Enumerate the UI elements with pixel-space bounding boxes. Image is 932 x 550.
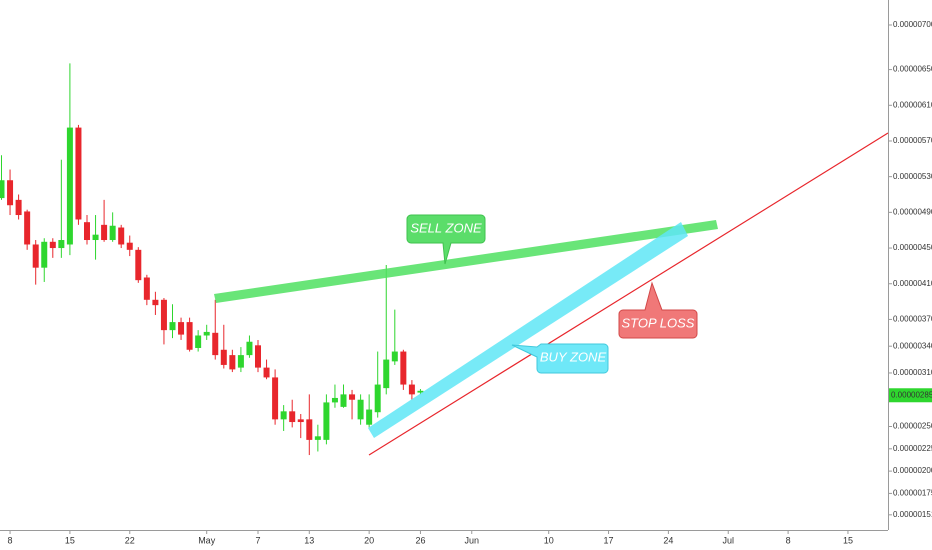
candle-body xyxy=(391,351,398,362)
x-tick-label: Jun xyxy=(464,535,479,545)
candle-body xyxy=(229,355,236,370)
y-tick-label: 0.00000175 xyxy=(893,489,932,498)
y-tick-label: 0.00000610 xyxy=(893,100,932,109)
sell-band xyxy=(214,220,718,303)
candle-body xyxy=(169,322,176,331)
stop-callout xyxy=(618,281,698,339)
y-tick-label: 0.00000340 xyxy=(893,341,932,350)
candle-body xyxy=(178,322,185,335)
x-tick-label: Jul xyxy=(722,535,734,545)
y-tick-label: 0.00000570 xyxy=(893,136,932,145)
x-tick-label: 24 xyxy=(663,535,673,545)
candle-body xyxy=(143,277,150,300)
x-tick-label: 13 xyxy=(304,535,314,545)
candle-body xyxy=(417,390,424,393)
last-price-label: 0.00000285 xyxy=(891,390,932,399)
x-tick-label: May xyxy=(198,535,216,545)
candle-body xyxy=(246,341,253,356)
candle-body xyxy=(331,397,338,403)
candle-body xyxy=(272,377,279,420)
buy-band xyxy=(368,222,688,438)
candle-body xyxy=(135,249,142,281)
sell-zone-label: SELL ZONE xyxy=(410,220,482,235)
candle-body xyxy=(186,322,193,350)
y-tick-label: 0.00000410 xyxy=(893,279,932,288)
y-tick-label: 0.00000450 xyxy=(893,243,932,252)
x-tick-label: 7 xyxy=(255,535,260,545)
stop-loss-label: STOP LOSS xyxy=(622,315,695,330)
y-tick-label: 0.00000490 xyxy=(893,207,932,216)
y-tick-label: 0.00000200 xyxy=(893,466,932,475)
sell-callout xyxy=(406,214,486,265)
candle-body xyxy=(280,411,287,420)
candle-body xyxy=(49,241,56,249)
candle-body xyxy=(323,402,330,440)
candle-body xyxy=(297,419,304,423)
candle-body xyxy=(152,299,159,306)
candle-body xyxy=(0,180,5,199)
candle-body xyxy=(109,225,116,241)
candle-body xyxy=(92,234,99,241)
x-tick-label: 8 xyxy=(8,535,13,545)
candle-body xyxy=(41,241,48,268)
y-tick-label: 0.00000151 xyxy=(893,510,932,519)
candle-body xyxy=(314,436,321,440)
candle-body xyxy=(32,244,39,268)
candle-body xyxy=(340,394,347,407)
buy-zone-label: BUY ZONE xyxy=(540,349,607,364)
candle-body xyxy=(101,224,108,241)
y-tick-label: 0.00000530 xyxy=(893,172,932,181)
candle-body xyxy=(212,332,219,356)
candles xyxy=(0,63,424,456)
y-tick-label: 0.00000700 xyxy=(893,20,932,29)
y-tick-label: 0.00000650 xyxy=(893,65,932,74)
candle-body xyxy=(7,180,14,206)
candle-body xyxy=(263,367,270,378)
x-tick-label: 26 xyxy=(415,535,425,545)
x-tick-label: 15 xyxy=(65,535,75,545)
candle-body xyxy=(237,355,244,368)
candle-body xyxy=(160,299,167,331)
candle-body xyxy=(383,359,390,389)
candle-body xyxy=(58,240,65,249)
y-tick-label: 0.00000310 xyxy=(893,368,932,377)
candle-body xyxy=(126,242,133,250)
candle-body xyxy=(349,394,356,400)
candle-body xyxy=(24,211,31,245)
candle-body xyxy=(84,222,90,241)
candle-body xyxy=(400,351,407,385)
candle-body xyxy=(75,127,82,220)
x-tick-label: 20 xyxy=(364,535,374,545)
y-tick-label: 0.00000250 xyxy=(893,422,932,431)
y-tick-label: 0.00000225 xyxy=(893,444,932,453)
candle-body xyxy=(366,409,373,425)
candle-body xyxy=(203,331,210,336)
candle-body xyxy=(357,399,364,420)
candle-body xyxy=(306,419,313,440)
x-tick-label: 22 xyxy=(125,535,135,545)
x-tick-label: 10 xyxy=(544,535,554,545)
candle-body xyxy=(289,411,296,423)
candle-body xyxy=(220,349,227,365)
x-tick-label: 17 xyxy=(604,535,614,545)
stop-line xyxy=(368,132,889,456)
candle-body xyxy=(66,127,73,245)
candle-body xyxy=(408,384,415,395)
x-tick-label: 15 xyxy=(843,535,853,545)
candle-body xyxy=(374,384,381,413)
candle-body xyxy=(255,345,261,368)
y-tick-label: 0.00000370 xyxy=(893,315,932,324)
candle-body xyxy=(118,227,125,245)
x-tick-label: 8 xyxy=(786,535,791,545)
candle-body xyxy=(195,335,202,348)
last-price-tag xyxy=(889,388,932,403)
candle-body xyxy=(15,199,22,216)
buy-callout xyxy=(511,343,609,374)
